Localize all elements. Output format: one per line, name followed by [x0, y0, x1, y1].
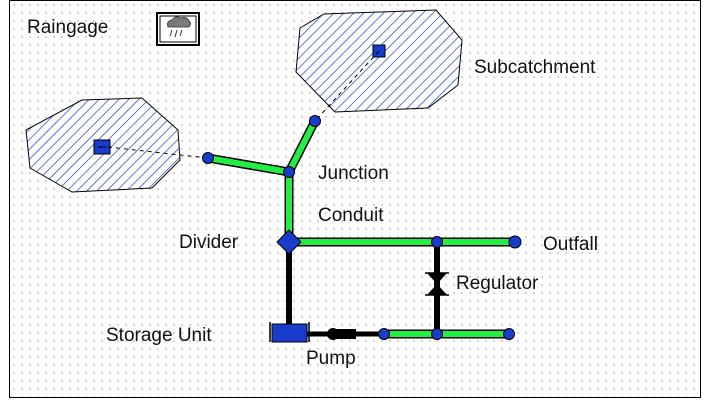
storage-unit-label: Storage Unit [106, 325, 212, 346]
junction-node [309, 115, 321, 127]
storage-unit-node[interactable] [269, 322, 310, 343]
outfall-label: Outfall [543, 234, 598, 255]
outfall-node [508, 235, 522, 249]
regulator-label: Regulator [456, 273, 539, 294]
junction-node [202, 152, 214, 164]
junction-node [503, 328, 515, 340]
outlet-link-left [107, 146, 209, 159]
divider-label: Divider [179, 232, 239, 253]
conduit-label: Conduit [318, 205, 384, 226]
junction-node [431, 236, 443, 248]
junction-node [283, 166, 295, 178]
pump-icon[interactable] [327, 328, 356, 340]
subcatchment-right[interactable] [295, 9, 463, 113]
junction-label: Junction [318, 163, 389, 184]
regulator-icon[interactable] [425, 272, 449, 296]
divider-node[interactable] [276, 229, 302, 255]
raingage-icon[interactable] [156, 12, 200, 46]
nodes[interactable] [202, 115, 522, 340]
subcatchment-label: Subcatchment [474, 57, 596, 78]
pump-label: Pump [306, 348, 356, 369]
junction-node [431, 328, 443, 340]
conduits[interactable] [207, 118, 515, 339]
junction-node [378, 328, 390, 340]
raingage-label: Raingage [27, 17, 109, 38]
